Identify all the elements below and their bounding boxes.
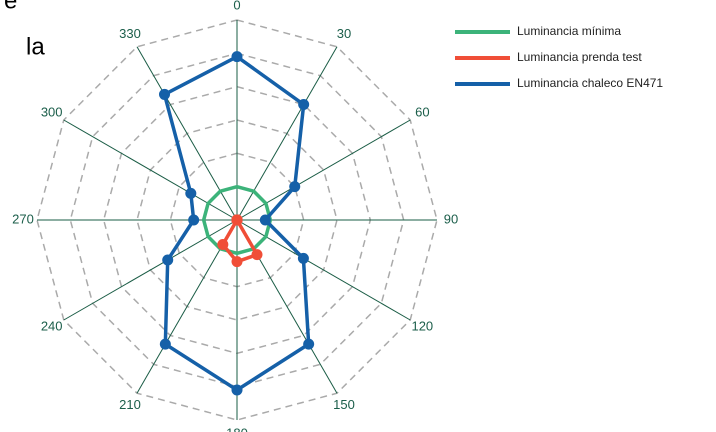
data-point — [297, 252, 309, 264]
angle-label: 180 — [226, 425, 248, 432]
data-point — [185, 187, 197, 199]
angle-label: 240 — [41, 318, 63, 333]
data-point — [289, 181, 301, 193]
legend-label: Luminancia mínima — [517, 24, 621, 38]
spoke — [63, 119, 238, 221]
data-point — [159, 88, 170, 100]
angle-label: 330 — [119, 26, 141, 41]
data-point — [217, 239, 229, 251]
angle-label: 0 — [233, 0, 240, 12]
data-point — [231, 214, 243, 226]
angle-label: 60 — [415, 104, 429, 119]
spoke — [63, 219, 238, 321]
angle-label: 90 — [444, 211, 458, 226]
annotation: e — [4, 0, 17, 14]
angle-label: 120 — [411, 318, 433, 333]
data-point — [231, 384, 243, 396]
data-point — [231, 51, 243, 63]
spoke — [236, 119, 411, 221]
data-point — [159, 338, 171, 350]
angle-label: 300 — [41, 104, 63, 119]
data-point — [231, 256, 243, 268]
angle-label: 270 — [12, 211, 34, 226]
data-point — [298, 99, 310, 111]
data-point — [259, 214, 271, 226]
annotation: la — [26, 33, 45, 60]
data-point — [188, 214, 200, 226]
legend-label: Luminancia prenda test — [517, 50, 642, 64]
angle-label: 30 — [337, 26, 351, 41]
data-point — [303, 338, 315, 350]
angle-label: 150 — [333, 397, 355, 412]
spoke — [236, 219, 411, 321]
series-line — [201, 184, 273, 256]
angle-label: 210 — [119, 397, 141, 412]
data-point — [162, 254, 174, 266]
legend-label: Luminancia chaleco EN471 — [517, 76, 663, 90]
data-point — [251, 249, 263, 261]
